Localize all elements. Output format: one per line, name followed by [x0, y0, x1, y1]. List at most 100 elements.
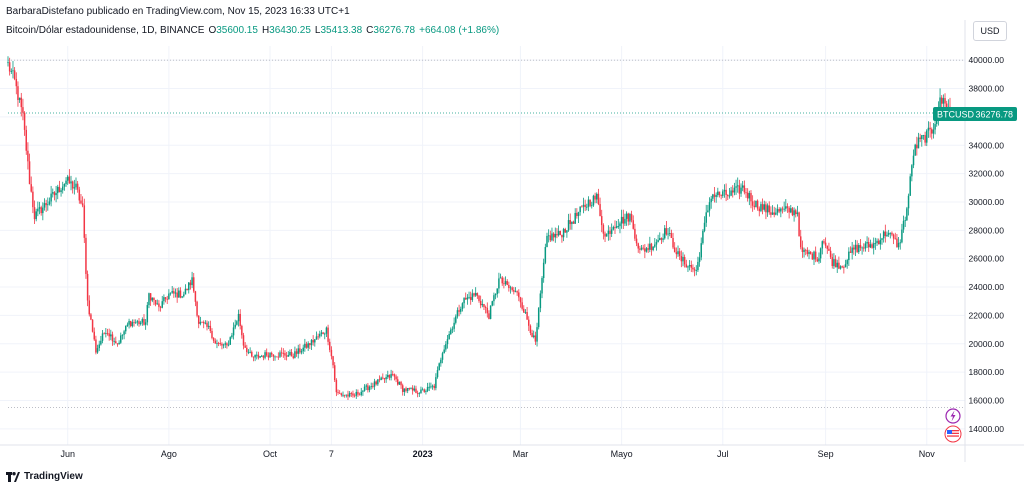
candle-body: [826, 245, 829, 249]
candle-body: [564, 229, 566, 233]
candle-body: [249, 351, 251, 353]
candle-body: [829, 250, 832, 258]
candle-body: [839, 266, 842, 269]
candle-body: [654, 244, 656, 247]
candle-body: [751, 201, 754, 206]
candle-body: [544, 247, 547, 263]
candle-body: [378, 379, 381, 381]
candle-body: [111, 334, 114, 342]
candle-body: [624, 218, 626, 224]
candle-body: [673, 247, 676, 253]
candle-body: [390, 373, 392, 378]
candle-body: [614, 227, 616, 228]
candle-body: [42, 207, 44, 214]
price-badge-symbol: BTCUSD: [937, 110, 975, 120]
candle-body: [660, 238, 663, 240]
candle-body: [584, 204, 586, 208]
candle-body: [911, 165, 913, 177]
candle-body: [48, 201, 51, 205]
candle-body: [322, 332, 324, 335]
candle-body: [234, 324, 236, 328]
candle-body: [125, 325, 127, 332]
candle-body: [27, 150, 29, 162]
candle-body: [799, 236, 802, 248]
candle-body: [798, 212, 800, 237]
candle-body: [481, 304, 484, 306]
candle-body: [776, 209, 779, 213]
time-axis[interactable]: Jun Ago Oct 7 2023 Mar Mayo Jul Sep Nov: [0, 444, 1024, 459]
candle-body: [790, 208, 792, 213]
candle-body: [310, 340, 313, 346]
candle-body: [695, 270, 698, 271]
footer-brand[interactable]: TradingView: [6, 471, 83, 482]
candle-body: [781, 208, 784, 210]
lightning-icon[interactable]: [945, 408, 961, 424]
candle-body: [594, 195, 596, 200]
candle-body: [819, 248, 822, 259]
candle-body: [348, 393, 351, 397]
candle-body: [587, 199, 590, 207]
candle-body: [552, 233, 555, 238]
candle-body: [408, 387, 411, 389]
price-tick-label: 24000.00: [969, 282, 1005, 292]
candle-body: [63, 183, 66, 187]
low-value: 35413.38: [320, 25, 363, 36]
candle-body: [526, 312, 528, 320]
candle-body: [615, 226, 618, 228]
candle-body: [554, 234, 557, 238]
candle-body: [730, 190, 732, 196]
candle-body: [441, 353, 444, 360]
candle-body: [7, 62, 9, 64]
candle-body: [453, 322, 455, 329]
candle-body: [675, 252, 678, 255]
candle-body: [229, 337, 231, 345]
candle-body: [894, 238, 897, 240]
candle-body: [713, 194, 716, 197]
candle-body: [775, 212, 777, 215]
candle-body: [221, 343, 223, 346]
candle-body: [277, 356, 280, 358]
candle-body: [120, 335, 122, 343]
candle-body: [771, 212, 774, 215]
candle-body: [13, 70, 16, 79]
candle-body: [355, 391, 358, 396]
candle-body: [196, 301, 198, 316]
candle-body: [469, 297, 472, 300]
candle-body: [222, 344, 225, 346]
candle-body: [304, 343, 306, 348]
candle-body: [509, 287, 512, 289]
price-axis[interactable]: 14000.00 16000.00 18000.00 20000.00 22000.00…: [964, 20, 1005, 462]
candle-body: [690, 264, 693, 268]
candle-body: [312, 340, 314, 343]
candle-body: [350, 393, 353, 394]
candle-body: [899, 242, 901, 244]
candle-body: [499, 277, 502, 279]
candle-body: [436, 370, 439, 378]
candle-body: [731, 190, 734, 193]
us-flag-icon[interactable]: [944, 425, 962, 443]
candle-body: [450, 329, 452, 334]
candle-body: [838, 262, 840, 269]
candle-body: [834, 259, 837, 268]
candle-body: [387, 374, 389, 378]
candle-body: [474, 292, 477, 296]
price-tick-label: 22000.00: [969, 310, 1005, 320]
candle-body: [463, 298, 465, 304]
candle-body: [327, 327, 329, 342]
candle-body: [586, 206, 588, 208]
candle-body: [163, 297, 165, 302]
currency-button[interactable]: USD: [973, 21, 1007, 41]
candle-body: [466, 297, 469, 300]
candle-body: [758, 208, 761, 212]
candle-body: [309, 343, 311, 346]
candle-body: [725, 189, 727, 196]
candle-body: [90, 314, 92, 320]
candle-body: [712, 194, 714, 199]
candle-body: [43, 203, 46, 208]
candle-body: [854, 244, 857, 250]
close-value: 36276.78: [373, 25, 416, 36]
candle-body: [188, 282, 190, 291]
candle-body: [411, 387, 414, 391]
candle-body: [942, 98, 945, 104]
